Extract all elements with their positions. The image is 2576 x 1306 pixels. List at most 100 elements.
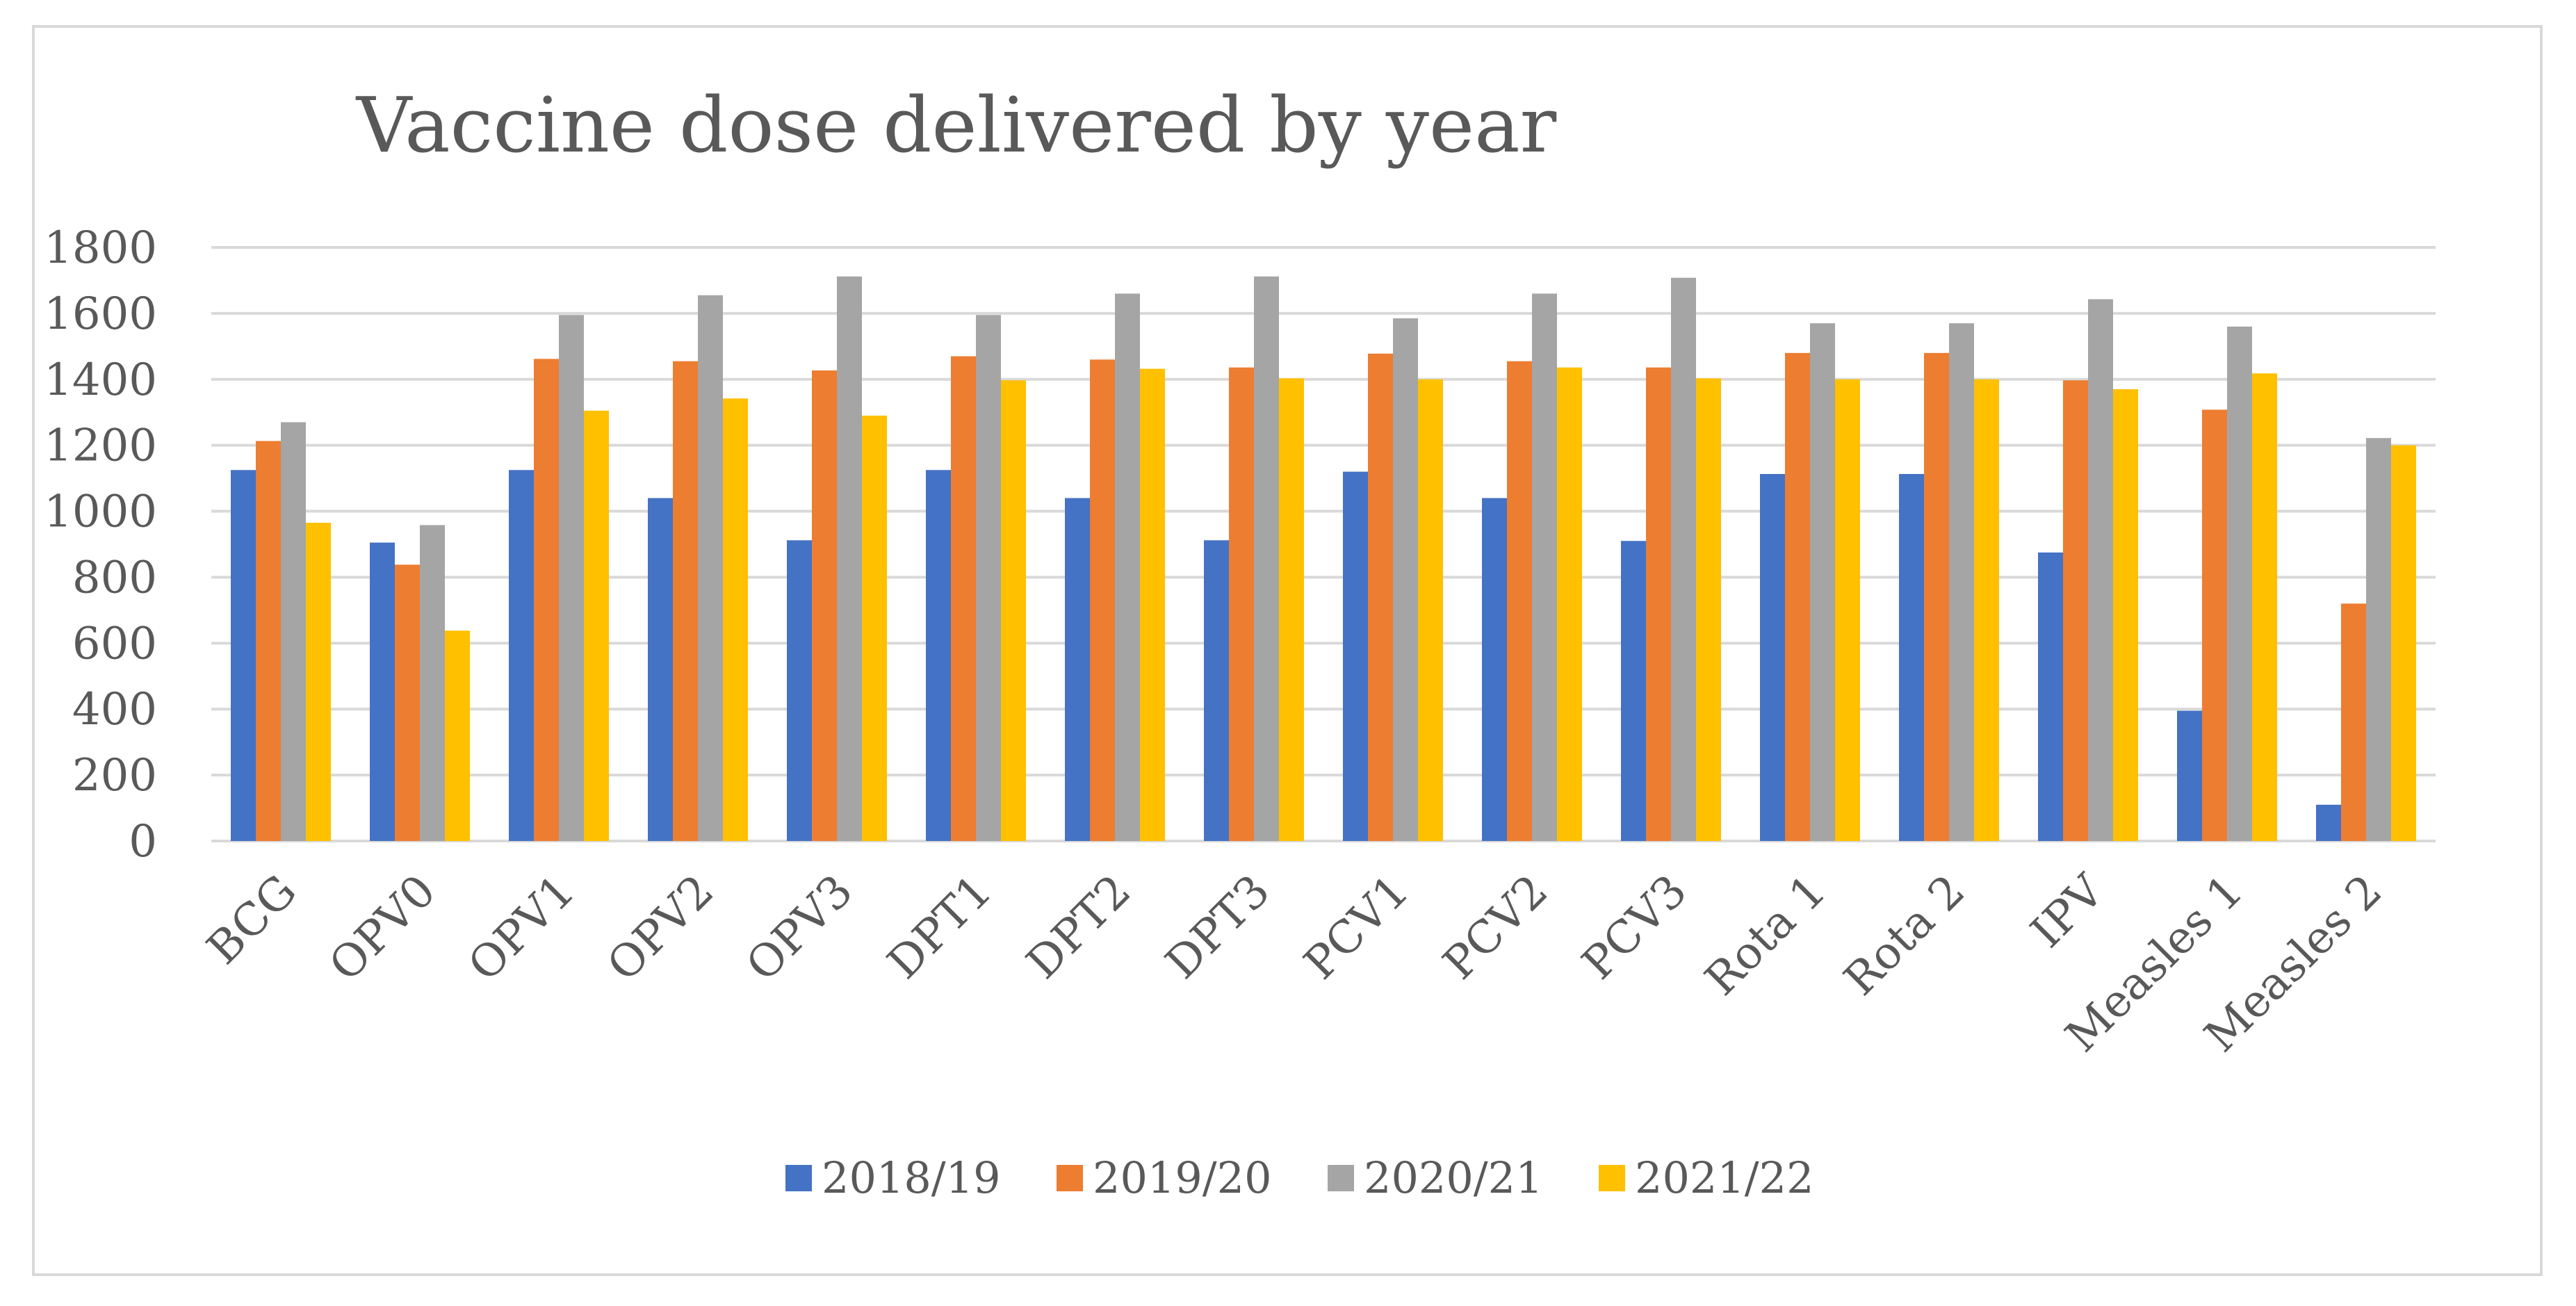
legend: 2018/19 2019/20 2020/21 2021/22 (785, 1152, 1814, 1203)
legend-item: 2019/20 (1057, 1152, 1272, 1203)
bar-2020-21-rota-1 (1810, 323, 1835, 842)
y-tick-label: 0 (129, 816, 157, 867)
bar-2018-19-opv2 (648, 498, 673, 841)
bar-2019-20-dpt2 (1090, 359, 1115, 841)
y-tick-label: 1600 (44, 288, 157, 340)
bar-2019-20-opv3 (812, 370, 837, 841)
bar-2019-20-pcv2 (1507, 361, 1532, 841)
y-axis-tick-labels: 0 200 400 600 800 1000 1200 1400 1600 1800 (44, 222, 157, 867)
bar-2018-19-pcv2 (1482, 498, 1507, 841)
bar-2021-22-rota-1 (1835, 379, 1860, 841)
bar-2021-22-bcg (306, 523, 331, 841)
bar-2020-21-pcv3 (1671, 277, 1696, 841)
y-tick-label: 600 (72, 618, 157, 669)
bar-2020-21-dpt3 (1254, 276, 1279, 841)
legend-swatch (1599, 1165, 1625, 1191)
bar-2018-19-bcg (231, 470, 256, 841)
legend-swatch (1057, 1165, 1083, 1191)
bar-2020-21-opv0 (420, 525, 445, 841)
bar-2021-22-pcv3 (1696, 378, 1721, 841)
chart-title: Vaccine dose delivered by year (355, 81, 1557, 170)
legend-item: 2021/22 (1599, 1152, 1814, 1203)
bar-2021-22-measles-2 (2391, 445, 2416, 841)
x-tick-label: OPV0 (320, 865, 446, 991)
legend-item: 2020/21 (1328, 1152, 1543, 1203)
bar-2018-19-measles-1 (2177, 710, 2202, 841)
bar-2021-22-dpt3 (1279, 378, 1304, 841)
bar-2019-20-rota-1 (1785, 352, 1810, 841)
legend-item: 2018/19 (785, 1152, 1001, 1203)
bar-2019-20-pcv3 (1646, 367, 1671, 841)
bar-2018-19-opv1 (509, 470, 534, 841)
bar-2021-22-pcv2 (1557, 367, 1582, 841)
bar-2018-19-opv3 (787, 540, 812, 841)
legend-label: 2018/19 (822, 1152, 1001, 1203)
bar-2018-19-rota-2 (1899, 473, 1924, 841)
bar-2020-21-dpt1 (976, 315, 1001, 841)
bar-2020-21-dpt2 (1115, 293, 1140, 841)
x-tick-label: PCV3 (1572, 865, 1697, 990)
bar-2020-21-bcg (281, 422, 306, 841)
bar-2020-21-opv2 (698, 295, 723, 841)
bar-2018-19-pcv1 (1343, 471, 1368, 841)
chart-svg: Vaccine dose delivered by year 0 200 400 60… (44, 81, 2436, 1203)
bar-2019-20-opv0 (395, 564, 420, 841)
y-tick-label: 1000 (44, 487, 157, 538)
bar-2021-22-opv2 (723, 398, 748, 841)
bar-2020-21-opv1 (559, 315, 584, 841)
bar-2018-19-dpt1 (926, 470, 951, 841)
bar-2018-19-rota-1 (1760, 473, 1785, 841)
y-tick-label: 1400 (44, 354, 157, 406)
x-tick-label: Rota 2 (1834, 865, 1975, 1006)
bar-2019-20-measles-1 (2202, 409, 2227, 841)
x-tick-label: Rota 1 (1695, 865, 1836, 1006)
bar-2021-22-pcv1 (1418, 379, 1443, 841)
bar-2018-19-ipv (2038, 552, 2063, 841)
bar-2018-19-measles-2 (2316, 804, 2341, 841)
x-tick-label: OPV3 (737, 865, 863, 991)
legend-swatch (1328, 1165, 1354, 1191)
y-tick-label: 1800 (44, 222, 157, 274)
bar-2019-20-rota-2 (1924, 352, 1949, 841)
bar-2018-19-opv0 (370, 542, 395, 841)
x-tick-label: PCV2 (1433, 865, 1558, 990)
x-tick-label: DPT2 (1017, 865, 1141, 989)
bar-2020-21-ipv (2088, 299, 2113, 841)
bar-2020-21-pcv2 (1532, 293, 1557, 841)
bar-2021-22-ipv (2113, 389, 2138, 841)
bar-2019-20-pcv1 (1368, 353, 1393, 841)
chart-area: Vaccine dose delivered by year 0 200 400 60… (32, 25, 2543, 1276)
bar-2020-21-rota-2 (1949, 323, 1974, 842)
bar-2019-20-dpt1 (951, 356, 976, 841)
bars (231, 276, 2416, 842)
bar-2021-22-opv0 (445, 630, 470, 841)
x-axis-tick-labels: BCG OPV0 OPV1 OPV2 OPV3 DPT1 DPT2 DPT3 PCV1 PCV2 P… (197, 865, 2392, 1063)
bar-2019-20-dpt3 (1229, 367, 1254, 841)
y-tick-label: 400 (72, 684, 157, 735)
bar-2018-19-dpt2 (1065, 498, 1090, 841)
bar-2020-21-measles-2 (2366, 438, 2391, 841)
bar-2021-22-opv1 (584, 410, 609, 841)
x-tick-label: OPV2 (598, 865, 724, 991)
x-tick-label: OPV1 (459, 865, 585, 991)
bar-2021-22-dpt2 (1140, 368, 1165, 841)
legend-label: 2019/20 (1093, 1152, 1272, 1203)
bar-2020-21-pcv1 (1393, 318, 1418, 841)
bar-2018-19-dpt3 (1204, 540, 1229, 841)
bar-2020-21-measles-1 (2227, 326, 2252, 841)
bar-2019-20-opv2 (673, 361, 698, 841)
bar-2021-22-opv3 (862, 415, 887, 841)
bar-2018-19-pcv3 (1621, 541, 1646, 841)
bar-2020-21-opv3 (837, 276, 862, 841)
bar-2021-22-dpt1 (1001, 380, 1026, 841)
x-tick-label: PCV1 (1294, 865, 1419, 990)
x-tick-label: BCG (197, 865, 307, 974)
y-tick-label: 800 (72, 552, 157, 603)
x-tick-label: IPV (2021, 865, 2115, 958)
bar-2021-22-rota-2 (1974, 379, 1999, 841)
legend-label: 2021/22 (1635, 1152, 1814, 1203)
bar-2019-20-opv1 (534, 359, 559, 841)
legend-label: 2020/21 (1364, 1152, 1543, 1203)
x-tick-label: DPT3 (1156, 865, 1280, 989)
bar-2019-20-ipv (2063, 380, 2088, 841)
